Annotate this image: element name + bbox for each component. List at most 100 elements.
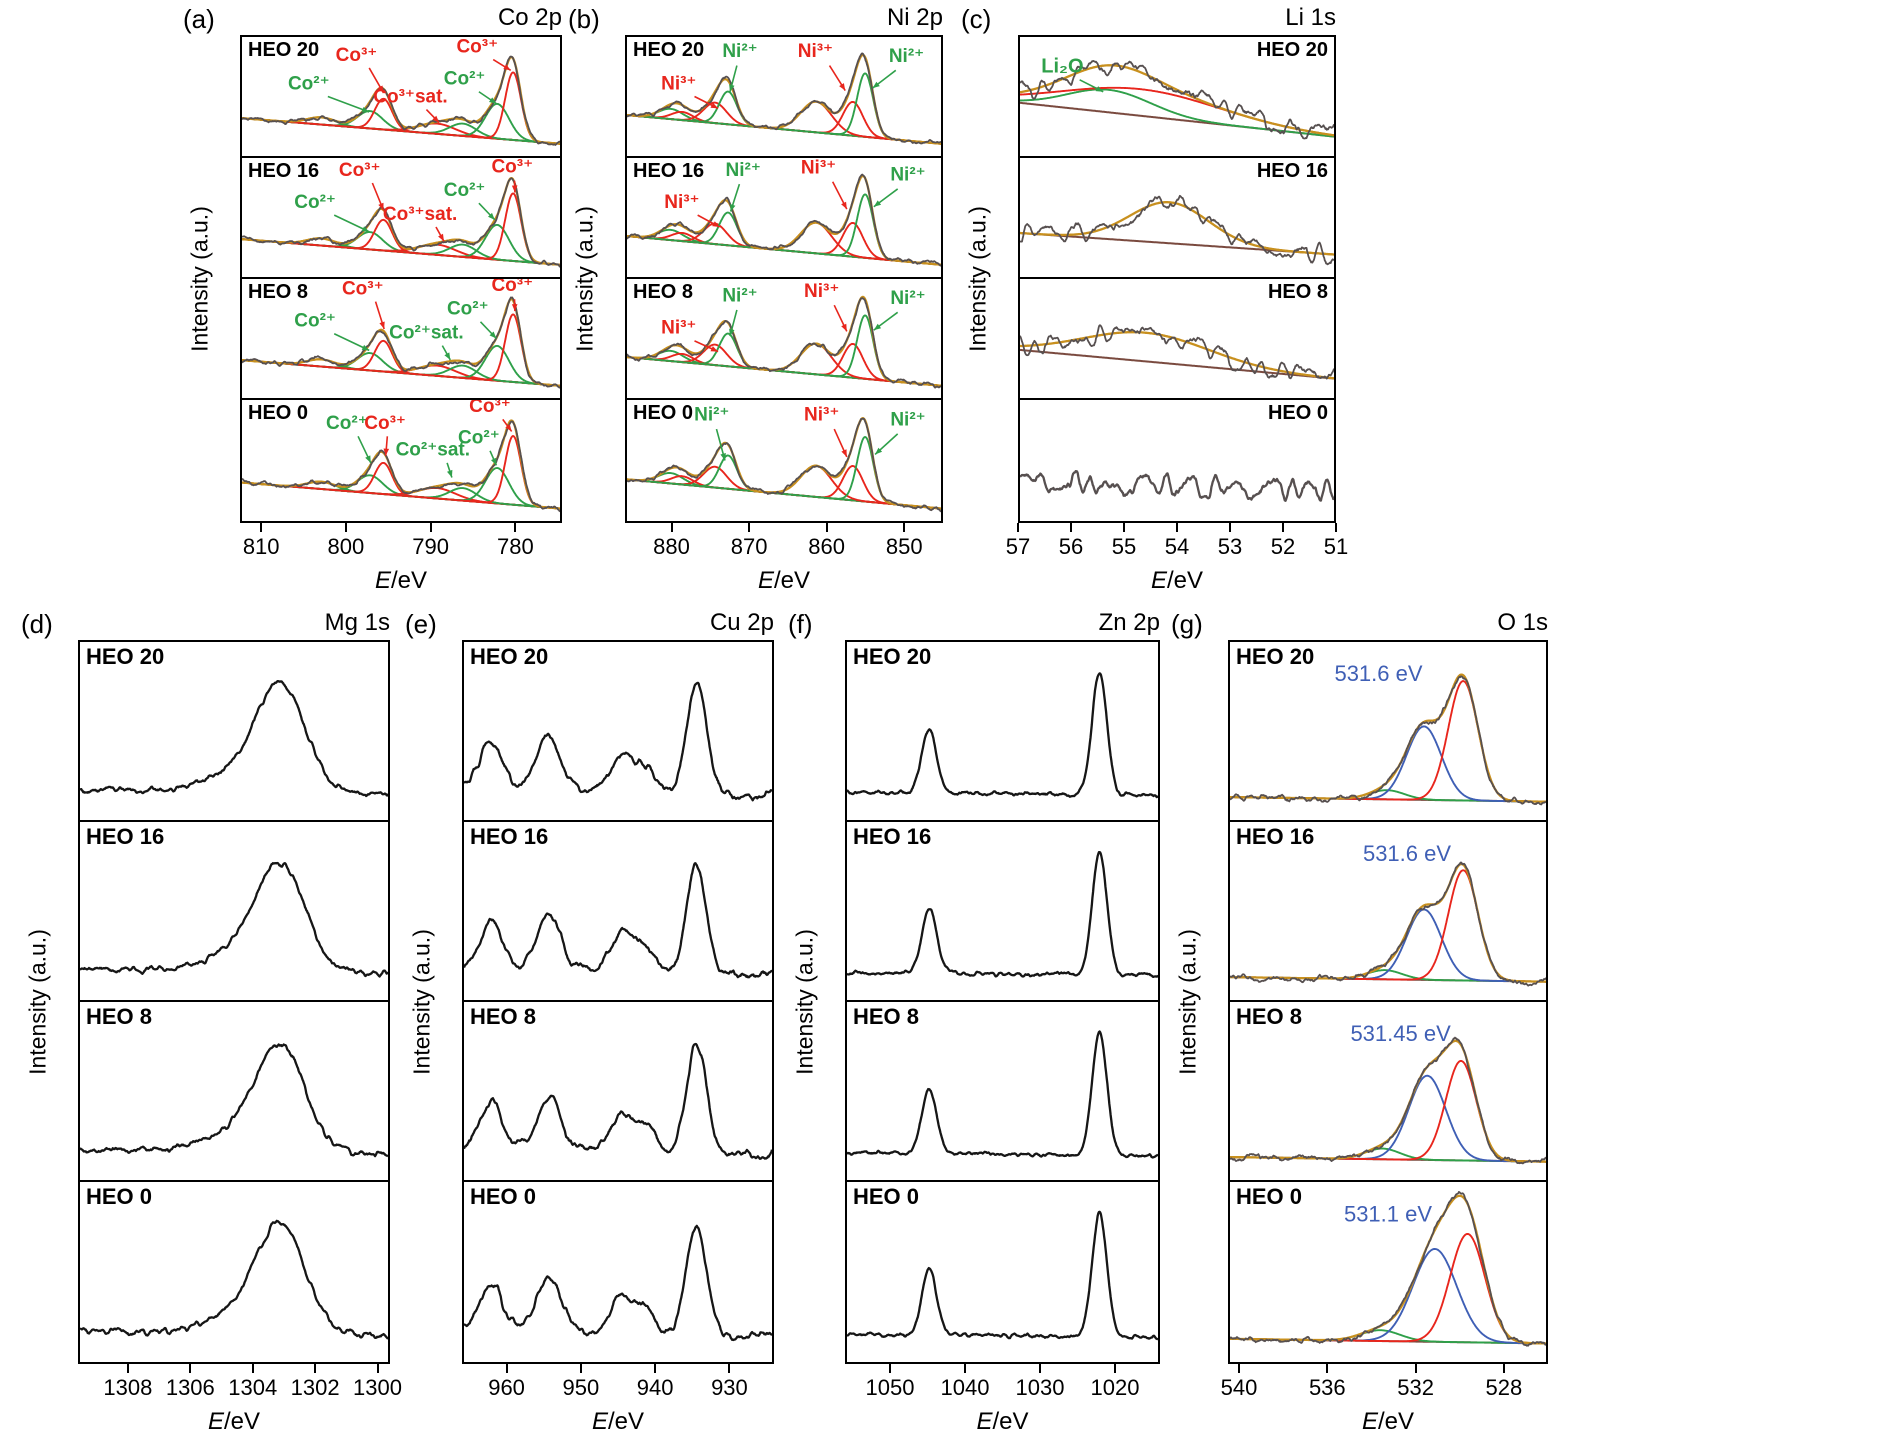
spectrum-plot-g-1: 531.6 eV	[1230, 841, 1546, 987]
annotation-text: Ni³⁺	[664, 192, 699, 213]
plot-box-b: Ni³⁺ Ni²⁺ Ni³⁺ Ni²⁺ HEO 20 Ni³⁺ Ni²⁺ Ni³⁺ Ni²⁺ HE…	[625, 35, 943, 523]
annotation-text: Co³⁺	[342, 279, 384, 300]
tick-mark	[260, 523, 263, 532]
x-axis-label-symbol: E	[374, 567, 391, 594]
panel-title-g: O 1s	[1497, 609, 1548, 636]
tick-label: 55	[1111, 534, 1137, 559]
annotation-text: Co³⁺	[491, 158, 533, 177]
subpanel-b-heo-16: Ni³⁺ Ni²⁺ Ni³⁺ Ni²⁺ HEO 16	[627, 158, 941, 279]
x-axis-label-symbol: E	[1150, 567, 1167, 594]
tick-label: 54	[1164, 534, 1190, 559]
annotation-text: Co²⁺	[444, 180, 486, 201]
panel-label-c: (c)	[961, 4, 992, 34]
spectrum-plot-b-2: Ni³⁺ Ni²⁺ Ni³⁺ Ni²⁺	[627, 281, 941, 389]
tick-label: 540	[1220, 1375, 1258, 1400]
tick-mark	[251, 1364, 254, 1373]
tick-label: 1030	[1015, 1375, 1065, 1400]
annotation-text: Co²⁺	[447, 299, 489, 320]
annotation-text: Co²⁺	[288, 73, 330, 94]
tick-mark	[1229, 523, 1231, 532]
tick-mark	[1039, 1364, 1041, 1373]
tick-label: 950	[562, 1375, 600, 1400]
annotation-text: 531.45 eV	[1350, 1021, 1451, 1046]
x-axis-label-symbol: E	[976, 1408, 993, 1435]
subpanel-g-heo-16: 531.6 eV HEO 16	[1230, 822, 1546, 1002]
subpanel-title: HEO 0	[86, 1184, 153, 1209]
tick-label: 532	[1397, 1375, 1434, 1400]
plot-box-g: 531.6 eV HEO 20 531.6 eV HEO 16 531.45 eV HEO…	[1228, 640, 1548, 1364]
panel-title-d: Mg 1s	[324, 609, 390, 636]
subpanel-title: HEO 0	[248, 402, 309, 424]
tick-mark	[126, 1364, 129, 1373]
subpanel-d-heo-0: HEO 0	[80, 1182, 388, 1362]
annotation-text: Co³⁺	[339, 160, 381, 181]
subpanel-title: HEO 16	[633, 160, 705, 182]
panel-label-e: (e)	[405, 609, 437, 639]
subpanel-f-heo-0: HEO 0	[847, 1182, 1158, 1362]
subpanel-b-heo-0: Ni²⁺ Ni³⁺ Ni²⁺ HEO 0	[627, 400, 941, 521]
tick-mark	[748, 523, 751, 532]
x-axis-label-symbol: E	[591, 1408, 608, 1435]
spectrum-plot-d-2	[80, 1043, 388, 1158]
y-axis-label: Intensity (a.u.)	[24, 929, 51, 1075]
x-axis-label-symbol: E	[757, 567, 774, 594]
panel-title-c: Li 1s	[1285, 4, 1336, 31]
x-axis-label-unit: /eV	[1166, 567, 1204, 594]
subpanel-title: HEO 8	[248, 281, 309, 303]
annotation-text: Co²⁺	[294, 311, 336, 332]
tick-mark	[825, 523, 828, 532]
tick-label: 1308	[103, 1375, 153, 1400]
annotation-text: 531.6 eV	[1334, 661, 1422, 686]
panel-title-b: Ni 2p	[886, 4, 943, 31]
annotation-text: Ni³⁺	[661, 73, 696, 94]
panel-title-f: Zn 2p	[1098, 609, 1160, 636]
spectrum-plot-c-1	[1020, 194, 1334, 266]
subpanel-g-heo-8: 531.45 eV HEO 8	[1230, 1002, 1546, 1182]
x-axis-label: E/eV	[625, 567, 943, 595]
subpanel-e-heo-20: HEO 20	[464, 642, 772, 822]
tick-mark	[344, 523, 347, 532]
annotation-text: Co²⁺	[444, 69, 486, 90]
subpanel-title: HEO 16	[248, 160, 320, 182]
subpanel-title: HEO 20	[86, 644, 165, 669]
x-axis-label: E/eV	[240, 567, 562, 595]
annotation-text: 531.1 eV	[1344, 1202, 1432, 1227]
x-axis-label-symbol: E	[1361, 1408, 1378, 1435]
subpanel-title: HEO 16	[86, 824, 165, 849]
annotation-text: Ni³⁺	[801, 158, 836, 179]
subpanel-a-heo-20: Co²⁺ Co³⁺ Co³⁺sat. Co³⁺ Co²⁺ HEO 20	[242, 37, 560, 158]
subpanel-a-heo-0: Co²⁺ Co³⁺ Co²⁺sat. Co³⁺ Co²⁺ HEO 0	[242, 400, 560, 521]
x-axis-label: E/eV	[845, 1408, 1160, 1436]
subpanel-a-heo-8: Co³⁺ Co²⁺ Co²⁺sat. Co²⁺ Co³⁺ HEO 8	[242, 279, 560, 400]
tick-mark	[964, 1364, 966, 1373]
tick-mark	[579, 1364, 582, 1373]
annotation-text: Ni³⁺	[804, 405, 839, 426]
spectrum-plot-d-0	[80, 680, 388, 798]
spectrum-plot-g-0: 531.6 eV	[1230, 661, 1546, 806]
annotation-text: Ni²⁺	[890, 288, 925, 309]
subpanel-title: HEO 0	[633, 402, 694, 424]
tick-label: 1302	[290, 1375, 340, 1400]
subpanel-f-heo-8: HEO 8	[847, 1002, 1158, 1182]
subpanel-title: HEO 0	[1267, 402, 1328, 424]
annotation-text: Co²⁺	[294, 192, 336, 213]
subpanel-f-heo-20: HEO 20	[847, 642, 1158, 822]
plot-box-d: HEO 20 HEO 16 HEO 8 HEO 0	[78, 640, 390, 1364]
annotation-text: Co³⁺	[469, 400, 511, 417]
x-axis-label: E/eV	[1018, 567, 1336, 595]
annotation-text: Ni³⁺	[661, 318, 696, 339]
subpanel-d-heo-20: HEO 20	[80, 642, 388, 822]
tick-label: 536	[1308, 1375, 1346, 1400]
spectrum-plot-e-0	[464, 681, 772, 802]
subpanel-e-heo-8: HEO 8	[464, 1002, 772, 1182]
spectrum-plot-c-2	[1020, 324, 1334, 380]
spectrum-plot-g-3: 531.1 eV	[1230, 1191, 1546, 1347]
annotation-text: Co²⁺sat.	[396, 440, 470, 461]
tick-mark	[314, 1364, 317, 1373]
tick-label: 53	[1217, 534, 1243, 559]
tick-mark	[903, 523, 906, 532]
annotation-text: Ni²⁺	[890, 165, 925, 186]
tick-label: 800	[327, 534, 365, 559]
y-axis-label: Intensity (a.u.)	[186, 206, 213, 352]
subpanel-title: HEO 8	[86, 1004, 153, 1029]
